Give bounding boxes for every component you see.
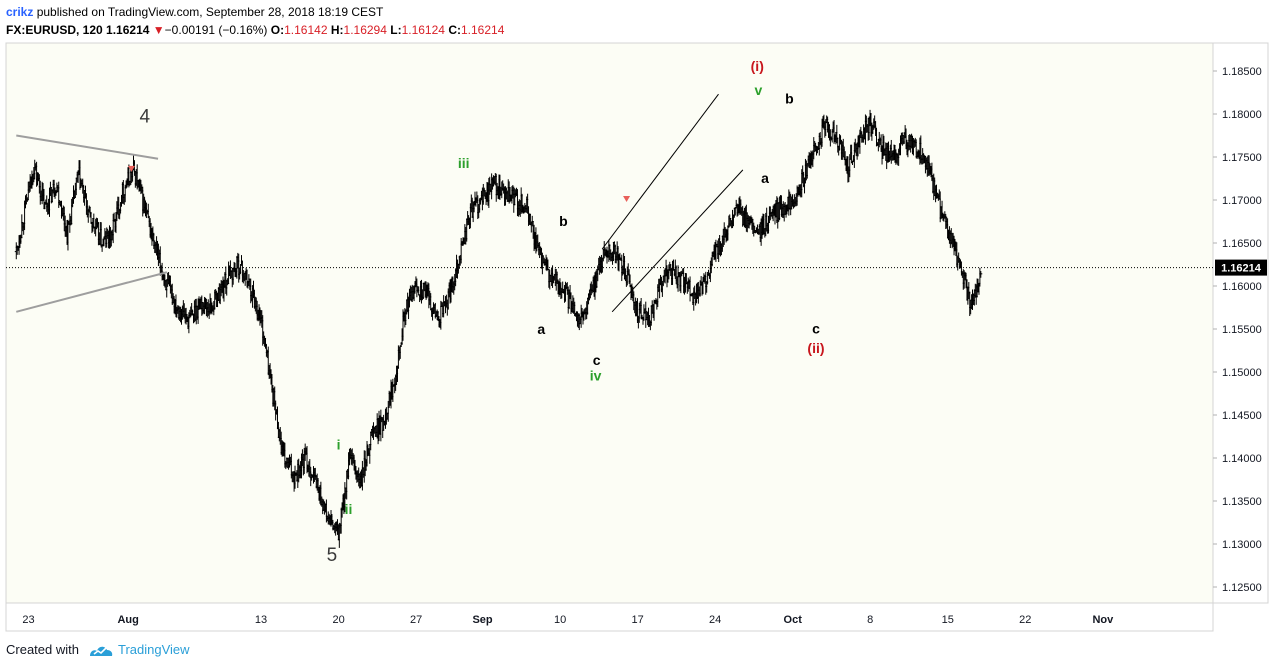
last-price-line: 1.16214 bbox=[6, 259, 1267, 276]
x-tick-label: 17 bbox=[632, 614, 644, 626]
y-tick-label: 1.17000 bbox=[1222, 195, 1262, 207]
high-value: 1.16294 bbox=[343, 23, 387, 37]
y-tick-label: 1.13500 bbox=[1222, 496, 1262, 508]
time-axis[interactable] bbox=[5, 602, 1214, 632]
x-tick-label: 24 bbox=[709, 614, 721, 626]
wave-label: a bbox=[537, 321, 545, 337]
y-tick-label: 1.15000 bbox=[1222, 367, 1262, 379]
close-value: 1.16214 bbox=[460, 23, 505, 37]
y-tick-label: 1.18000 bbox=[1222, 109, 1262, 121]
wave-label: iii bbox=[458, 155, 470, 171]
publish-line: crikz published on TradingView.com, Sept… bbox=[6, 5, 383, 19]
x-tick-label: Nov bbox=[1092, 614, 1114, 626]
triangle-lower-line[interactable] bbox=[16, 271, 168, 313]
wave-label: b bbox=[785, 91, 794, 107]
wave-label: 5 bbox=[327, 545, 338, 566]
symbol-interval[interactable]: FX:EURUSD, 120 bbox=[6, 23, 103, 37]
x-tick-labels: 23 Aug 13 20 27 Sep 10 17 24 Oct 8 15 22 Nov bbox=[22, 614, 1114, 626]
x-tick-label: 8 bbox=[867, 614, 873, 626]
y-tick-label: 1.16500 bbox=[1222, 238, 1262, 250]
wave-label: ii bbox=[345, 501, 353, 517]
wave-label: b bbox=[559, 213, 568, 229]
published-text: published on TradingView.com, September … bbox=[36, 5, 384, 19]
high-label: H: bbox=[330, 23, 344, 37]
x-tick-label: 13 bbox=[255, 614, 267, 626]
wave-label: a bbox=[761, 170, 769, 186]
y-tick-label: 1.13000 bbox=[1222, 539, 1262, 551]
markers bbox=[127, 165, 631, 202]
tradingview-brand[interactable]: TradingView bbox=[118, 642, 190, 657]
close-label: C: bbox=[448, 23, 461, 37]
change-value: −0.00191 (−0.16%) bbox=[164, 23, 268, 37]
trendlines bbox=[16, 93, 744, 313]
x-tick-label: 15 bbox=[942, 614, 954, 626]
y-tick-label: 1.14000 bbox=[1222, 453, 1262, 465]
y-tick-label: 1.18500 bbox=[1222, 66, 1262, 78]
triangle-upper-line[interactable] bbox=[16, 134, 159, 160]
wave-label: (ii) bbox=[807, 340, 824, 356]
ohlc-line: FX:EURUSD, 120 1.16214 ▼−0.00191 (−0.16%… bbox=[6, 23, 504, 37]
low-label: L: bbox=[390, 23, 402, 37]
x-tick-label: 10 bbox=[554, 614, 566, 626]
wave-label: i bbox=[337, 436, 341, 452]
down-triangle-marker bbox=[623, 196, 631, 202]
low-value: 1.16124 bbox=[401, 23, 445, 37]
wave-label: (i) bbox=[751, 58, 764, 74]
x-tick-label: Sep bbox=[472, 614, 492, 626]
x-tick-label: 23 bbox=[22, 614, 34, 626]
x-tick-label: Aug bbox=[117, 614, 138, 626]
x-tick-label: Oct bbox=[784, 614, 803, 626]
wave-label: c bbox=[593, 352, 601, 368]
wave-label: v bbox=[754, 82, 762, 98]
y-tick-label: 1.16000 bbox=[1222, 281, 1262, 293]
wave-label: c bbox=[812, 320, 820, 336]
plot-area[interactable] bbox=[5, 42, 1214, 604]
last-price-badge-text: 1.16214 bbox=[1221, 263, 1262, 275]
wave-label: iv bbox=[590, 368, 602, 384]
x-tick-label: 20 bbox=[332, 614, 344, 626]
chart-header: crikz published on TradingView.com, Sept… bbox=[0, 0, 1274, 42]
y-tick-label: 1.17500 bbox=[1222, 152, 1262, 164]
created-with-text: Created with bbox=[6, 642, 79, 657]
footer: Created with TradingView bbox=[0, 633, 1274, 667]
author-link[interactable]: crikz bbox=[6, 5, 34, 19]
down-arrow-icon: ▼ bbox=[152, 23, 165, 37]
price-axis[interactable] bbox=[1212, 42, 1269, 604]
down-triangle-marker bbox=[127, 165, 135, 172]
ohlc-bars bbox=[14, 109, 983, 548]
channel-upper-line[interactable] bbox=[601, 93, 719, 250]
x-tick-label: 22 bbox=[1019, 614, 1031, 626]
y-tick-labels: 1.12500 1.13000 1.13500 1.14000 1.14500 1.150… bbox=[1213, 66, 1262, 594]
ohlc-bar bbox=[979, 271, 983, 278]
open-value: 1.16142 bbox=[284, 23, 328, 37]
open-label: O: bbox=[270, 23, 285, 37]
last-price-value: 1.16214 bbox=[106, 23, 150, 37]
y-tick-label: 1.15500 bbox=[1222, 324, 1262, 336]
x-tick-label: 27 bbox=[410, 614, 422, 626]
last-price-badge bbox=[1215, 259, 1267, 276]
channel-lower-line[interactable] bbox=[611, 169, 744, 313]
tradingview-logo-icon bbox=[90, 646, 113, 656]
y-tick-label: 1.14500 bbox=[1222, 410, 1262, 422]
y-tick-label: 1.12500 bbox=[1222, 582, 1262, 594]
wave-label: 4 bbox=[139, 107, 150, 128]
